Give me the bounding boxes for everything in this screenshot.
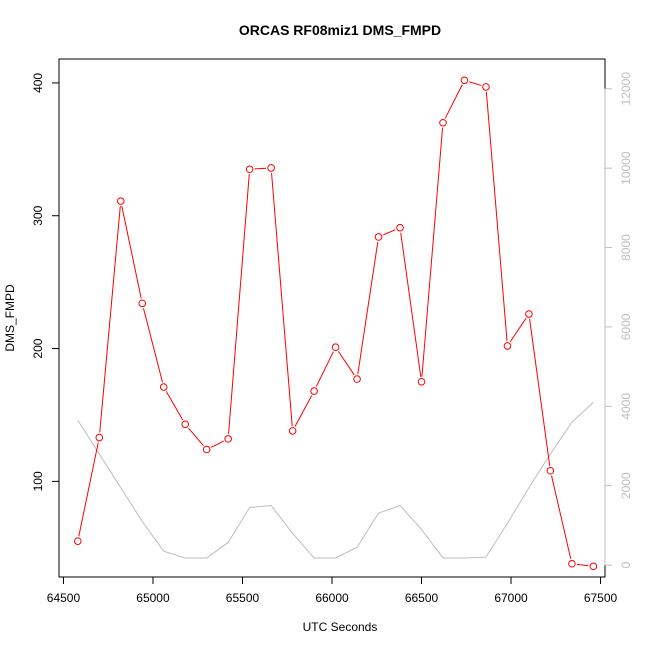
y2-tick-label: 6000 [619, 313, 633, 340]
y-axis-left: 100 200 300 400 [31, 73, 60, 491]
series-segment [143, 308, 163, 383]
x-axis: 64500 65000 65500 66000 66500 67000 67500 [47, 576, 618, 605]
data-point [546, 466, 555, 475]
series-segment [421, 127, 444, 377]
y2-tick-label: 10000 [619, 151, 633, 185]
x-tick-label: 67000 [494, 591, 528, 605]
x-tick-label: 65500 [226, 591, 260, 605]
series-segment [529, 318, 551, 466]
data-point [245, 165, 254, 174]
series-segment [509, 317, 527, 343]
series-segment [315, 351, 334, 387]
x-tick-label: 66000 [315, 591, 349, 605]
series-segment [400, 232, 422, 377]
series-layer [73, 76, 598, 571]
x-tick-label: 67500 [584, 591, 618, 605]
series-segment [165, 391, 184, 421]
y-axis-right: 0 2000 4000 6000 8000 10000 12000 [604, 72, 633, 568]
data-point [396, 223, 404, 232]
y-tick-label: 400 [31, 73, 45, 93]
data-point [331, 343, 340, 352]
y2-tick-label: 4000 [619, 393, 633, 420]
series-segment [188, 427, 204, 447]
x-axis-label: UTC Seconds [303, 620, 378, 634]
series-segment [228, 174, 250, 434]
chart-title: ORCAS RF08miz1 DMS_FMPD [239, 22, 441, 38]
y-tick-label: 100 [31, 471, 45, 491]
series-segment [254, 167, 267, 170]
series-segment [121, 205, 142, 299]
data-point [159, 383, 168, 391]
series-segment [551, 475, 572, 559]
series-segment [357, 241, 379, 375]
series-segment [78, 442, 99, 537]
y-tick-label: 300 [31, 205, 45, 225]
series-segment [382, 229, 396, 236]
series-segment [271, 172, 293, 426]
series-segment [469, 81, 482, 86]
data-point [503, 342, 512, 350]
series-segment [99, 206, 121, 433]
data-point [374, 233, 383, 241]
series-segment [576, 563, 589, 567]
data-point [310, 387, 318, 395]
data-point [460, 76, 469, 85]
series-segment [485, 91, 508, 341]
y2-tick-label: 12000 [619, 72, 633, 106]
series-line [77, 401, 594, 559]
data-point [267, 164, 275, 172]
data-point [353, 375, 361, 383]
y2-tick-label: 8000 [619, 234, 633, 261]
data-point [417, 377, 426, 386]
data-point [568, 559, 576, 568]
y2-tick-label: 0 [619, 561, 633, 568]
data-point [525, 310, 533, 318]
series-segment [294, 395, 313, 427]
x-tick-label: 64500 [47, 591, 81, 605]
data-point [224, 435, 232, 443]
data-point [95, 433, 104, 442]
data-point [181, 420, 190, 429]
data-point [73, 537, 82, 545]
data-point [589, 562, 598, 571]
data-point [202, 445, 211, 454]
data-point [138, 299, 147, 308]
data-point [116, 197, 125, 205]
x-tick-label: 66500 [405, 591, 439, 605]
data-point [439, 118, 447, 127]
data-point [288, 427, 297, 435]
data-point [482, 83, 490, 91]
y-axis-label: DMS_FMPD [3, 284, 17, 352]
y2-tick-label: 2000 [619, 472, 633, 499]
series-segment [337, 351, 355, 376]
y-tick-label: 200 [31, 338, 45, 358]
series-segment [444, 84, 463, 119]
x-tick-label: 65000 [136, 591, 170, 605]
series-segment [210, 440, 224, 448]
